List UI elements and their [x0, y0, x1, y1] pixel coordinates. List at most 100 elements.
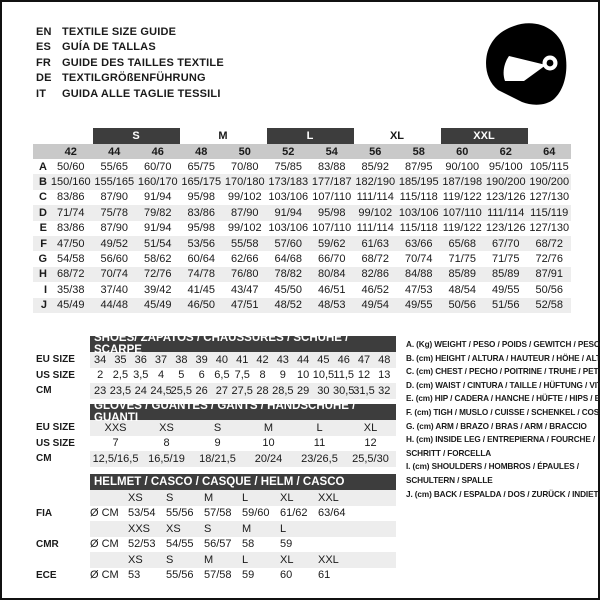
- shoes-row-label: EU SIZE: [36, 354, 75, 366]
- table-cell: 99/102: [358, 206, 393, 219]
- table-cell: 65/68: [448, 237, 477, 250]
- table-cell: 70/74: [100, 268, 129, 281]
- size-number-row: 42 44 46 48 50 52 54 56 58 60 62 64: [33, 144, 571, 159]
- table-cell: 91/94: [143, 191, 172, 204]
- shoes-cell: 13: [378, 369, 391, 382]
- table-cell: 35/38: [56, 283, 85, 296]
- table-cell: 111/114: [356, 191, 394, 204]
- size-number: 42: [64, 145, 77, 158]
- shoes-cell: 26: [195, 384, 208, 397]
- table-cell: 119/122: [442, 222, 482, 235]
- gloves-row: CM 12,5/16,5 16,5/19 18/21,5 20/24 23/26,5 25,…: [36, 451, 396, 467]
- table-cell: 111/114: [487, 206, 525, 219]
- table-cell: 49/55: [491, 283, 520, 296]
- table-cell: 63/66: [404, 237, 433, 250]
- helmet-size-label: XS: [166, 522, 181, 535]
- helmet-size-label: S: [166, 491, 174, 504]
- table-cell: 75/85: [274, 160, 303, 173]
- table-cell: 45/49: [56, 299, 85, 312]
- helmet-cell: 60: [280, 569, 293, 582]
- shoes-cell: 45: [317, 353, 330, 366]
- table-cell: 177/187: [311, 176, 352, 189]
- row-key: J: [40, 299, 47, 312]
- table-cell: 107/110: [312, 191, 352, 204]
- shoes-cell: 6,5: [214, 369, 230, 382]
- shoes-cell: 35: [114, 353, 127, 366]
- table-cell: 107/110: [312, 222, 352, 235]
- shoes-cell: 37: [154, 353, 168, 366]
- table-cell: 99/102: [227, 222, 262, 235]
- helmet-cell: 55/56: [166, 507, 194, 520]
- shoes-cell: 4: [157, 369, 165, 382]
- helmet-value-row: ECE Ø CM 53 55/56 57/58 59 60 61: [36, 568, 396, 584]
- table-row: B 150/160 155/165 160/170 165/175 170/180 173/…: [33, 174, 571, 190]
- table-cell: 68/72: [361, 253, 390, 266]
- table-cell: 62/66: [230, 253, 259, 266]
- helmet-cell: 56/57: [204, 538, 232, 551]
- table-cell: 103/106: [268, 191, 309, 204]
- table-cell: 190/200: [529, 176, 570, 189]
- table-cell: 78/82: [274, 268, 303, 281]
- table-cell: 49/55: [404, 299, 433, 312]
- table-cell: 41/45: [187, 283, 216, 296]
- size-number: 64: [543, 145, 556, 158]
- table-cell: 90/100: [445, 160, 480, 173]
- shoes-cell: 43: [276, 353, 289, 366]
- table-cell: 105/115: [529, 160, 569, 173]
- table-cell: 95/100: [488, 160, 523, 173]
- shoes-cell: 7,5: [234, 369, 250, 382]
- gloves-cell: 25,5/30: [352, 452, 389, 465]
- table-cell: 103/106: [398, 206, 439, 219]
- table-cell: 111/114: [356, 222, 394, 235]
- language-text: TEXTILGRÖßENFÜHRUNG: [62, 72, 206, 85]
- table-cell: 84/88: [404, 268, 433, 281]
- language-code: ES: [36, 41, 52, 54]
- size-band-xxl: XXL: [440, 128, 528, 144]
- table-cell: 107/110: [442, 206, 482, 219]
- helmet-size-label: XXL: [318, 553, 339, 566]
- table-cell: 70/80: [230, 160, 259, 173]
- table-cell: 91/94: [274, 206, 303, 219]
- table-cell: 115/119: [530, 206, 569, 219]
- legend-line: SCHULTERN / SPALLE: [406, 475, 493, 485]
- table-cell: 65/75: [187, 160, 216, 173]
- shoes-row: CM 23 23,5 24 24,5 25,5 26 27 27,5 28 28,5 29 30 30,5…: [36, 383, 396, 399]
- shoes-cell: 48: [378, 353, 391, 366]
- helmet-size-header-row: XXS XS S M L: [90, 521, 396, 537]
- table-cell: 53/56: [187, 237, 216, 250]
- table-cell: 119/122: [442, 191, 482, 204]
- size-band-s: S: [92, 128, 180, 144]
- helmet-cell: 58: [242, 538, 255, 551]
- size-band-empty: [49, 128, 93, 144]
- table-cell: 70/74: [404, 253, 433, 266]
- helmet-standard-label: ECE: [36, 569, 57, 581]
- table-cell: 37/40: [100, 283, 129, 296]
- gloves-cell: 20/24: [254, 452, 283, 465]
- shoes-cell: 36: [134, 353, 147, 366]
- table-cell: 187/198: [442, 176, 483, 189]
- gloves-cell: 12,5/16,5: [92, 452, 139, 465]
- helmet-size-label: L: [280, 522, 287, 535]
- table-cell: 46/51: [317, 283, 346, 296]
- row-key: F: [40, 237, 47, 250]
- legend-line: F. (cm) TIGH / MUSLO / CUISSE / SCHENKEL…: [406, 407, 600, 417]
- table-cell: 50/56: [448, 299, 477, 312]
- legend-line: H. (cm) INSIDE LEG / ENTREPIERNA / FOURC…: [406, 435, 596, 445]
- table-cell: 50/56: [535, 283, 564, 296]
- helmet-value-row: FIA Ø CM 53/54 55/56 57/58 59/60 61/62 63/64: [36, 506, 396, 522]
- legend-line: I. (cm) SHOULDERS / HOMBROS / ÉPAULES /: [406, 462, 579, 472]
- table-cell: 68/72: [56, 268, 85, 281]
- helmet-cell: 57/58: [204, 507, 232, 520]
- size-number: 50: [238, 145, 251, 158]
- gloves-table: GLOVES / GUANTES / GANTS / HANDSCHUHE / …: [36, 400, 396, 467]
- legend-line: E. (cm) HIP / CADERA / HANCHE / HÜFTE / …: [406, 394, 600, 404]
- gloves-cell: 9: [214, 437, 221, 450]
- gloves-cell: L: [316, 421, 323, 434]
- table-cell: 71/75: [448, 253, 477, 266]
- size-number: 56: [369, 145, 382, 158]
- table-cell: 87/90: [100, 191, 129, 204]
- measurement-rows: A 50/60 55/65 60/70 65/75 70/80 75/85 83/88 85/9…: [33, 159, 571, 313]
- helmet-size-label: S: [204, 522, 212, 535]
- language-code: DE: [36, 72, 52, 85]
